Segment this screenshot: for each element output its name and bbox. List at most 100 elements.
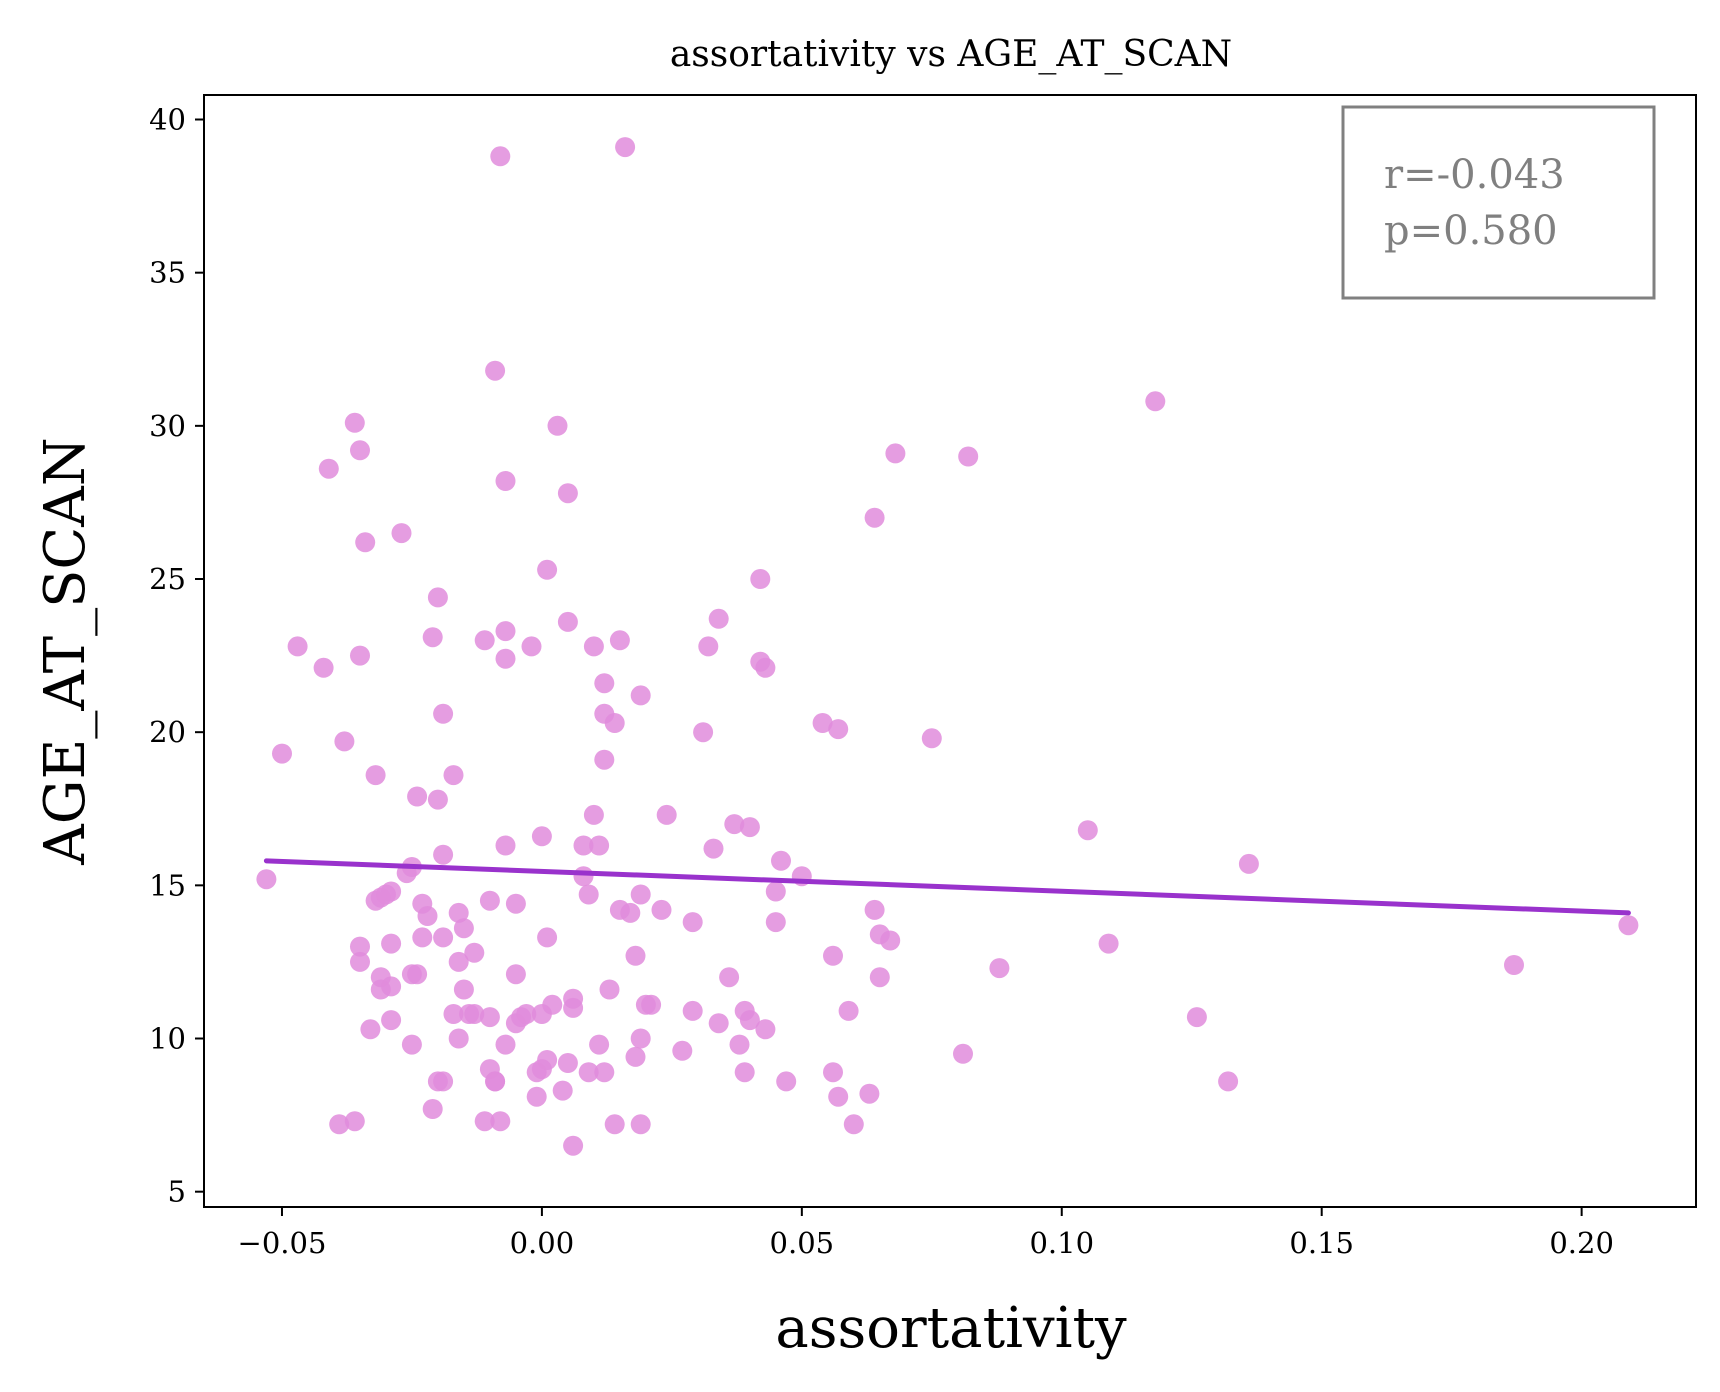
- data-point: [474, 1111, 495, 1132]
- data-point: [729, 1034, 750, 1055]
- data-point: [433, 927, 454, 948]
- x-tick-label: 0.10: [1029, 1226, 1094, 1260]
- points-layer: [256, 137, 1639, 1156]
- data-point: [776, 1071, 797, 1092]
- data-point: [495, 471, 516, 491]
- data-point: [417, 906, 438, 926]
- data-point: [313, 657, 334, 678]
- data-point: [350, 440, 370, 461]
- data-point: [479, 890, 500, 911]
- data-point: [443, 1004, 464, 1024]
- data-point: [594, 1062, 615, 1083]
- data-point: [495, 1034, 516, 1055]
- y-axis-label: AGE_AT_SCAN: [33, 437, 98, 865]
- data-point: [953, 1043, 973, 1064]
- data-point: [739, 817, 760, 838]
- x-tick-label: 0.20: [1549, 1226, 1614, 1260]
- data-point: [350, 951, 370, 972]
- data-point: [485, 360, 506, 381]
- data-point: [656, 804, 677, 825]
- data-point: [625, 1046, 646, 1067]
- data-point: [771, 850, 791, 871]
- data-point: [563, 997, 584, 1018]
- data-point: [765, 912, 786, 933]
- data-point: [869, 967, 890, 988]
- x-tick-label: −0.05: [238, 1226, 327, 1260]
- data-point: [407, 964, 428, 985]
- data-point: [589, 1034, 610, 1055]
- data-point: [350, 645, 370, 666]
- data-point: [521, 636, 542, 657]
- data-point: [542, 994, 563, 1015]
- y-tick-label: 40: [149, 103, 186, 137]
- data-point: [505, 893, 526, 914]
- data-point: [433, 844, 454, 865]
- data-point: [885, 443, 906, 464]
- y-axis: 5 10 15 20 25 30 35 40: [149, 103, 204, 1209]
- data-point: [448, 951, 469, 972]
- data-point: [407, 786, 428, 807]
- data-point: [1504, 955, 1524, 975]
- data-point: [391, 523, 412, 544]
- data-point: [594, 673, 615, 694]
- data-point: [703, 838, 724, 859]
- y-tick-label: 15: [149, 868, 186, 902]
- data-point: [495, 835, 516, 856]
- data-point: [755, 1019, 776, 1040]
- data-point: [864, 507, 885, 528]
- y-tick-label: 20: [149, 715, 186, 749]
- plot-frame: [203, 94, 1697, 1208]
- data-point: [329, 1114, 350, 1135]
- data-point: [1218, 1071, 1239, 1092]
- data-point: [630, 685, 651, 706]
- y-tick-label: 10: [149, 1022, 186, 1056]
- data-point: [448, 1028, 469, 1049]
- y-tick-label: 25: [149, 562, 186, 596]
- data-point: [682, 1000, 703, 1021]
- data-point: [563, 1135, 584, 1156]
- data-point: [490, 146, 511, 167]
- data-point: [355, 532, 376, 553]
- data-point: [573, 866, 594, 887]
- data-point: [1145, 391, 1166, 412]
- data-point: [921, 728, 942, 749]
- data-point: [630, 1114, 651, 1135]
- data-point: [765, 881, 786, 902]
- stats-r-text: r=-0.043: [1384, 152, 1565, 198]
- data-point: [350, 936, 370, 957]
- data-point: [625, 945, 646, 966]
- data-point: [490, 1111, 511, 1132]
- data-point: [344, 412, 365, 433]
- data-point: [693, 722, 714, 743]
- x-tick-label: 0.15: [1289, 1226, 1354, 1260]
- data-point: [958, 446, 979, 467]
- data-point: [464, 1004, 485, 1024]
- x-axis-label: assortativity: [775, 1296, 1127, 1361]
- data-point: [256, 869, 277, 890]
- x-axis: −0.05 0.00 0.05 0.10 0.15 0.20: [238, 1207, 1614, 1260]
- x-tick-label: 0.05: [770, 1226, 835, 1260]
- stats-annotation: r=-0.043 p=0.580: [1341, 105, 1656, 300]
- data-point: [1186, 1007, 1207, 1028]
- data-point: [750, 569, 771, 589]
- data-point: [843, 1114, 864, 1135]
- data-point: [526, 1086, 547, 1107]
- data-point: [422, 1099, 443, 1119]
- data-point: [1077, 820, 1098, 841]
- data-point: [719, 967, 740, 988]
- data-point: [552, 1080, 573, 1101]
- data-point: [641, 994, 662, 1015]
- data-point: [531, 826, 552, 847]
- data-point: [864, 899, 885, 920]
- fit-line-layer: [263, 858, 1631, 916]
- data-point: [401, 1034, 422, 1055]
- data-point: [485, 1071, 506, 1092]
- data-point: [573, 835, 594, 856]
- data-point: [365, 765, 386, 786]
- data-point: [583, 804, 604, 825]
- data-point: [287, 636, 308, 657]
- data-point: [412, 927, 433, 948]
- data-point: [578, 1062, 599, 1083]
- data-point: [739, 1010, 760, 1031]
